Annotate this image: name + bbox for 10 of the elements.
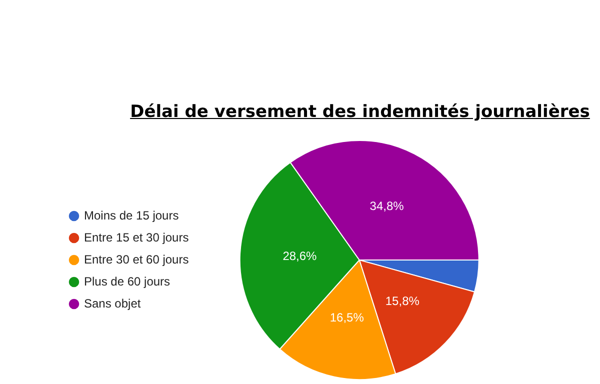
data-label: 15,8% [385,294,420,308]
legend-label: Plus de 60 jours [84,274,170,288]
legend-label: Sans objet [84,296,142,310]
legend-label: Entre 15 et 30 jours [84,230,189,244]
legend-label: Moins de 15 jours [84,208,179,222]
legend-label: Entre 30 et 60 jours [84,252,189,266]
chart-title: Délai de versement des indemnités journalières [129,102,591,122]
data-label: 16,5% [330,310,364,325]
data-label: 28,6% [282,248,318,263]
data-label: 34,8% [370,199,404,214]
